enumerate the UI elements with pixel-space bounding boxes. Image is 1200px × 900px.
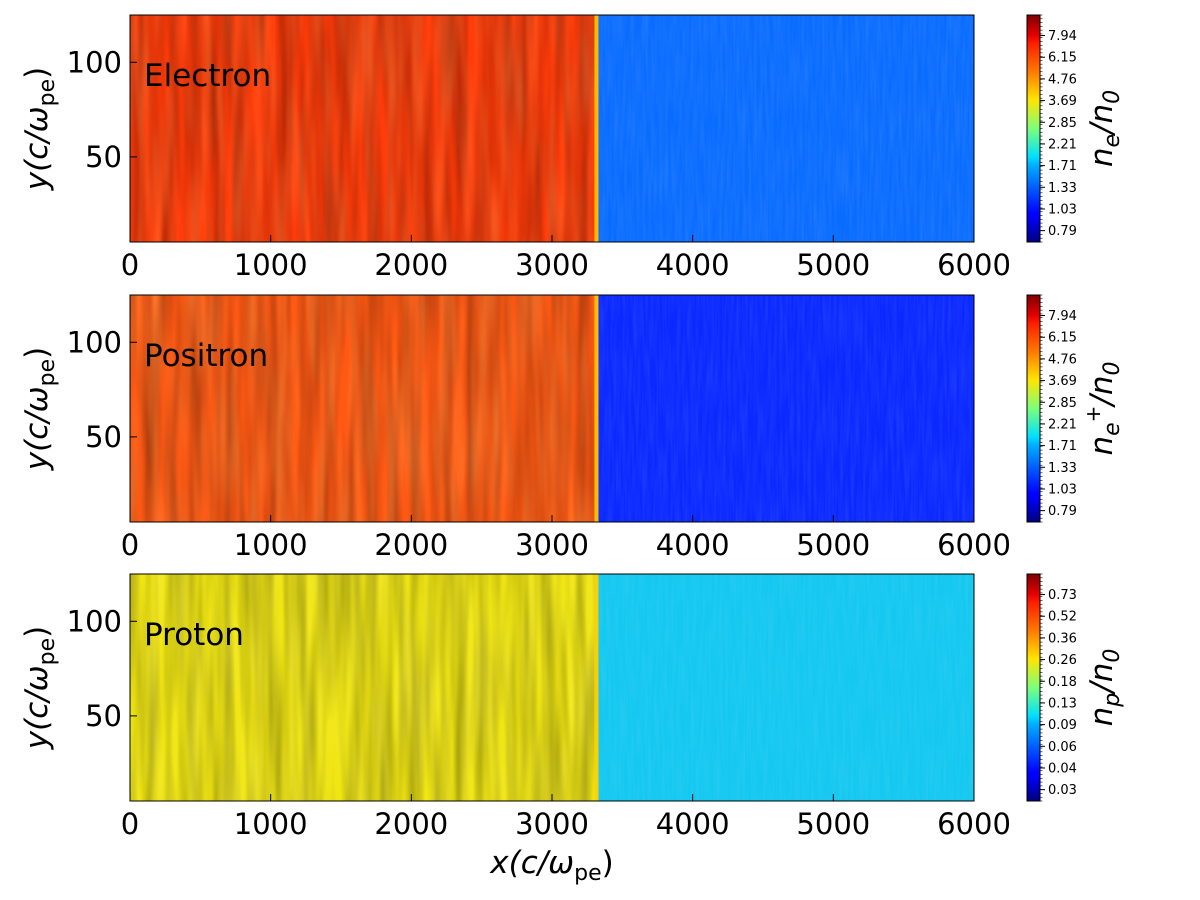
colorbar-tick-label: 1.71	[1048, 439, 1077, 454]
colorbar-title: ne/n0	[1084, 90, 1125, 167]
colorbar-tick-label: 0.03	[1048, 783, 1077, 798]
colorbar-tick-label: 0.06	[1048, 740, 1077, 755]
x-tick-label: 1000	[234, 807, 308, 841]
colorbar-tick-label: 0.73	[1048, 588, 1077, 603]
y-tick-label: 50	[85, 140, 122, 174]
colorbar-tick-label: 7.94	[1048, 29, 1077, 44]
colorbar-tick-label: 1.33	[1048, 461, 1077, 476]
x-tick-label: 6000	[937, 248, 1011, 282]
upstream-texture	[598, 15, 974, 242]
upstream-texture	[598, 295, 974, 522]
electron-panel: 0 1000 2000 3000 4000 5000 6000 50 100 Electron y(…	[19, 14, 1125, 282]
colorbar-tick-label: 4.76	[1048, 352, 1077, 367]
species-label: Positron	[144, 338, 268, 374]
y-axis-title: y(c/ωpe)	[19, 347, 60, 472]
shock-front	[594, 15, 599, 242]
x-tick-label: 2000	[374, 528, 448, 562]
colorbar-tick-label: 6.15	[1048, 51, 1077, 66]
colorbar-tick-label: 3.69	[1048, 94, 1077, 109]
colorbar-tick-label: 1.03	[1048, 482, 1077, 497]
colorbar-title: ne+/n0	[1081, 361, 1125, 455]
x-tick-label: 3000	[515, 528, 589, 562]
colorbar-tick-label: 0.09	[1048, 718, 1077, 733]
colorbar	[1027, 295, 1040, 522]
y-tick-label: 50	[85, 420, 122, 454]
colorbar-tick-label: 7.94	[1048, 309, 1077, 324]
upstream-texture	[598, 574, 974, 801]
colorbar-tick-label: 2.85	[1048, 396, 1077, 411]
x-tick-label: 0	[121, 248, 139, 282]
colorbar-tick-label: 3.69	[1048, 374, 1077, 389]
colorbar-title: np/n0	[1084, 649, 1125, 727]
colorbar-tick-label: 0.18	[1048, 675, 1077, 690]
colorbar-tick-label: 1.71	[1048, 159, 1077, 174]
y-tick-label: 100	[67, 45, 122, 79]
colorbar-tick-label: 1.33	[1048, 181, 1077, 196]
x-tick-label: 4000	[656, 248, 730, 282]
x-axis-title: x(c/ωpe)	[489, 845, 614, 886]
x-tick-label: 1000	[234, 248, 308, 282]
colorbar-tick-label: 0.52	[1048, 610, 1077, 625]
colorbar-tick-label: 2.21	[1048, 137, 1077, 152]
y-axis-title: y(c/ωpe)	[19, 626, 60, 751]
y-tick-label: 100	[67, 604, 122, 638]
colorbar	[1027, 15, 1040, 242]
colorbar-tick-label: 6.15	[1048, 331, 1077, 346]
colorbar-tick-label: 0.26	[1048, 653, 1077, 668]
x-tick-label: 0	[121, 528, 139, 562]
colorbar	[1027, 574, 1040, 801]
downstream-texture-light	[130, 295, 599, 522]
proton-panel: 0 1000 2000 3000 4000 5000 6000 50 100 Proton y(c/…	[19, 573, 1125, 886]
colorbar-tick-label: 0.13	[1048, 696, 1077, 711]
x-tick-label: 6000	[937, 528, 1011, 562]
x-tick-label: 3000	[515, 807, 589, 841]
colorbar-tick-label: 0.36	[1048, 631, 1077, 646]
y-tick-label: 50	[85, 699, 122, 733]
x-tick-label: 4000	[656, 807, 730, 841]
downstream-texture-light	[130, 574, 599, 801]
colorbar-tick-label: 4.76	[1048, 72, 1077, 87]
colorbar-tick-label: 2.85	[1048, 116, 1077, 131]
shock-front	[594, 295, 599, 522]
colorbar-tick-label: 0.79	[1048, 224, 1077, 239]
x-tick-label: 0	[121, 807, 139, 841]
colorbar-tick-label: 2.21	[1048, 417, 1077, 432]
colorbar-tick-label: 0.04	[1048, 761, 1077, 776]
x-tick-label: 4000	[656, 528, 730, 562]
x-tick-label: 6000	[937, 807, 1011, 841]
colorbar-tick-label: 0.79	[1048, 504, 1077, 519]
shock-front	[594, 574, 599, 801]
x-tick-label: 2000	[374, 248, 448, 282]
x-tick-label: 1000	[234, 528, 308, 562]
positron-panel: 0 1000 2000 3000 4000 5000 6000 50 100 Positron y(…	[19, 294, 1125, 562]
downstream-texture-light	[130, 15, 599, 242]
x-tick-label: 3000	[515, 248, 589, 282]
x-tick-label: 5000	[796, 248, 870, 282]
species-label: Proton	[144, 617, 244, 653]
x-tick-label: 2000	[374, 807, 448, 841]
y-axis-title: y(c/ωpe)	[19, 67, 60, 192]
x-tick-label: 5000	[796, 528, 870, 562]
x-tick-label: 5000	[796, 807, 870, 841]
colorbar-tick-label: 1.03	[1048, 202, 1077, 217]
species-label: Electron	[144, 58, 271, 94]
y-tick-label: 100	[67, 325, 122, 359]
